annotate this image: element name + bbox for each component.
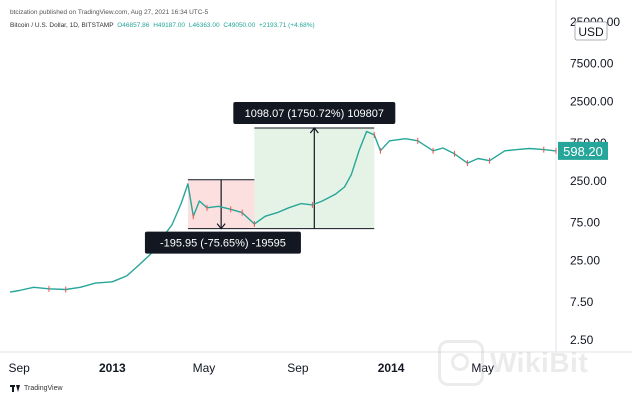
x-tick-label: May [471,361,494,375]
y-tick-label: 75.00 [570,216,600,230]
ohlc-open: O46857.86 [117,22,150,29]
x-tick-label: 2014 [378,361,405,375]
y-tick-label: 2500.00 [570,95,614,109]
tradingview-brand: TradingView [24,385,63,392]
measure-arrowhead-0 [216,223,226,230]
currency-box [574,21,608,41]
y-tick-label: 250.00 [570,174,607,188]
ohlc-high: H49187.00 [153,22,186,29]
y-tick-label: 7.50 [570,295,594,309]
last-price-badge [558,141,608,160]
watermark: WikiBit [438,340,588,386]
ohlc-close: C49050.00 [223,22,256,29]
y-tick-label: 25.00 [570,254,600,268]
measure-label-0: -195.95 (-75.65%) -19595 [160,238,286,250]
symbol-line: Bitcoin / U.S. Dollar, 1D, BITSTAMP O468… [10,22,315,29]
measure-arrowhead-1 [309,127,319,134]
measure-label-box-0 [144,231,301,254]
currency-label: USD [578,25,604,39]
measure-label-box-1 [233,101,396,124]
ohlc-change: +2193.71 (+4.68%) [259,22,315,29]
last-price-label: 598.20 [563,144,603,159]
x-tick-label: Sep [8,361,30,375]
watermark-text: WikiBit [490,347,589,378]
x-tick-label: Sep [287,361,309,375]
tradingview-logo-icon [10,385,21,392]
measure-label-1: 1098.07 (1750.72%) 109807 [245,108,384,120]
y-tick-label: 2.50 [570,333,594,347]
publisher-text: btcization published on TradingView.com,… [10,9,209,16]
symbol-name: Bitcoin / U.S. Dollar, 1D, BITSTAMP [10,22,114,29]
y-tick-label: 7500.00 [570,57,614,71]
tradingview-footer: TradingView [10,385,63,392]
publisher-line: btcization published on TradingView.com,… [10,9,212,16]
wikibit-logo-icon [438,340,484,386]
ohlc-low: L46363.00 [188,22,220,29]
x-tick-label: 2013 [99,361,126,375]
x-tick-label: May [193,361,216,375]
